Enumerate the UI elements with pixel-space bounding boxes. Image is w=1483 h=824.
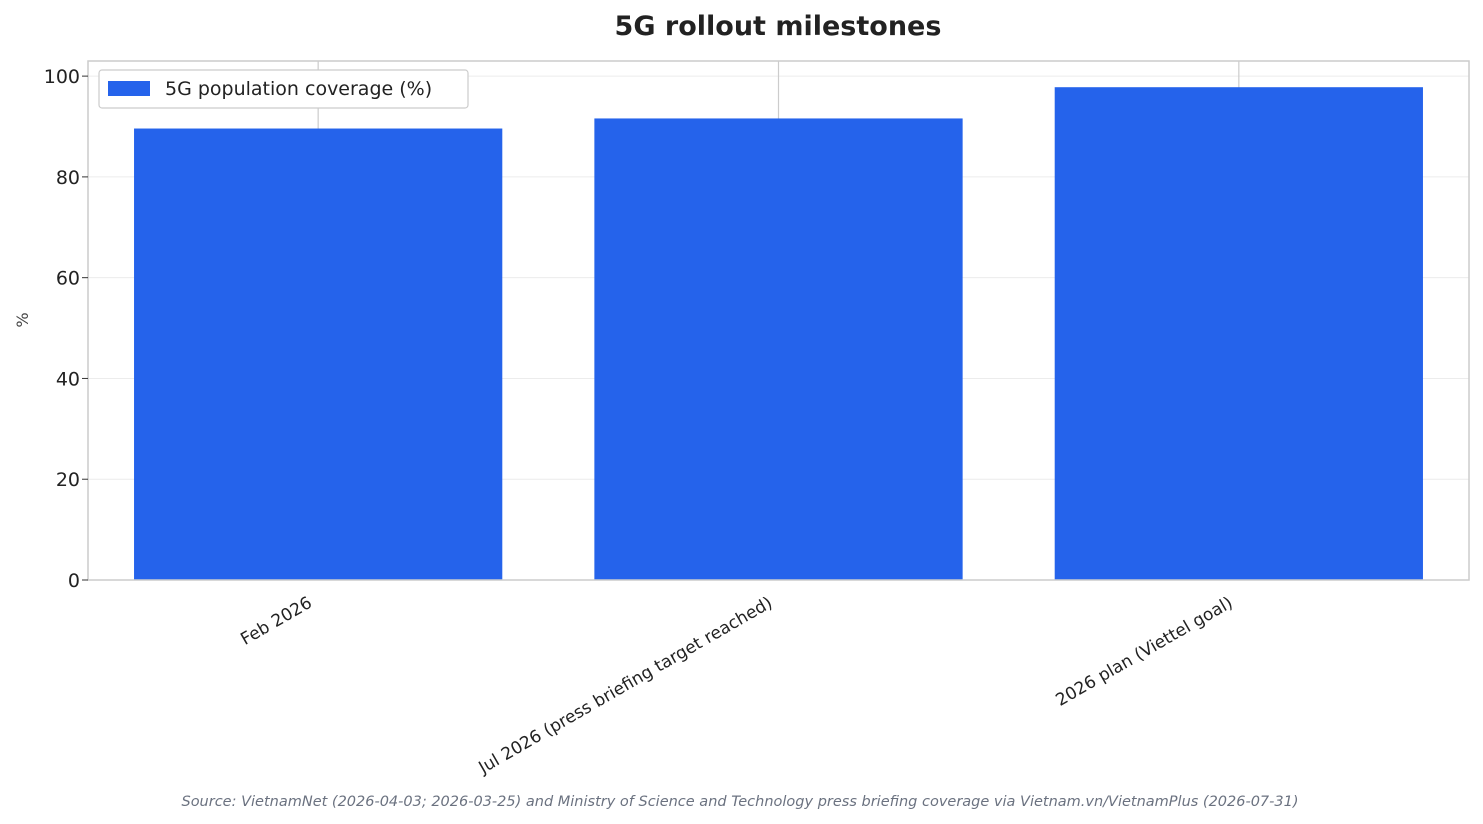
y-tick-label: 0 bbox=[68, 570, 80, 592]
legend-box bbox=[98, 69, 469, 109]
x-axis-ticks: Feb 2026 Jul 2026 (press briefing target … bbox=[237, 593, 1236, 779]
y-tick-label: 20 bbox=[56, 469, 80, 491]
y-tick-label: 40 bbox=[56, 368, 80, 390]
plot-frame bbox=[87, 60, 1470, 581]
y-tick-label: 100 bbox=[44, 66, 80, 88]
x-tick-label: Jul 2026 (press briefing target reached) bbox=[475, 593, 776, 779]
bar bbox=[1054, 87, 1423, 581]
x-tick-label: 2026 plan (Viettel goal) bbox=[1052, 593, 1236, 711]
bar bbox=[134, 128, 503, 580]
y-tick-label: 60 bbox=[56, 268, 80, 290]
legend: 5G population coverage (%) bbox=[98, 69, 469, 109]
legend-swatch bbox=[108, 81, 150, 96]
x-tick-label: Feb 2026 bbox=[237, 593, 315, 650]
y-tick-label: 80 bbox=[56, 167, 80, 189]
bars bbox=[134, 87, 1423, 581]
y-axis-label: % bbox=[13, 312, 32, 327]
y-axis-ticks: 0 20 40 60 80 100 bbox=[44, 66, 88, 592]
source-note: Source: VietnamNet (2026-04-03; 2026-03-… bbox=[181, 794, 1298, 810]
bar bbox=[594, 118, 963, 580]
legend-label: 5G population coverage (%) bbox=[165, 78, 432, 100]
chart-title: 5G rollout milestones bbox=[615, 11, 942, 42]
